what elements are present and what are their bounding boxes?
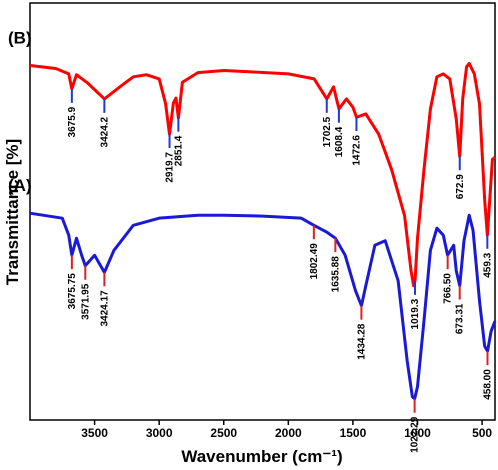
peak-label: 3675.9	[67, 106, 78, 137]
peak-label: 1472.6	[351, 135, 362, 166]
plot-frame	[29, 2, 496, 421]
panel-label: (B)	[8, 29, 32, 48]
y-axis-title: Transmittance [%]	[3, 139, 22, 285]
peak-label: 3424.2	[99, 116, 110, 147]
peak-label: 1019.3	[410, 298, 421, 329]
peak-label: 458.00	[483, 369, 494, 400]
peak-label: 1635.88	[330, 256, 341, 293]
peak-label: 766.50	[443, 273, 454, 304]
peak-label: 3424.17	[99, 290, 110, 327]
x-tick-label: 500	[472, 426, 492, 440]
panel-label: (A)	[8, 176, 32, 195]
peak-label: 1022.29	[410, 416, 421, 453]
peak-label: 673.31	[455, 303, 466, 334]
peak-label: 1802.49	[309, 243, 320, 280]
peak-label: 3571.95	[80, 283, 91, 320]
peak-label: 2919.7	[165, 152, 176, 183]
peak-label: 3675.75	[67, 273, 78, 310]
peak-label: 459.3	[482, 252, 493, 277]
peak-label: 1702.5	[322, 116, 333, 147]
x-tick-label: 1500	[340, 426, 367, 440]
peak-label: 1608.4	[334, 126, 345, 157]
peak-label: 672.9	[455, 174, 466, 199]
spectrum-line	[29, 61, 496, 288]
peak-label: 2851.4	[173, 135, 184, 166]
x-tick-label: 1000	[404, 426, 431, 440]
x-axis-title: Wavenumber (cm⁻¹)	[181, 447, 342, 466]
x-tick-label: 2500	[210, 426, 237, 440]
x-tick-label: 2000	[275, 426, 302, 440]
peak-label: 1434.28	[356, 323, 367, 360]
x-tick-label: 3000	[146, 426, 173, 440]
spectrum-line	[29, 211, 497, 401]
x-tick-label: 3500	[81, 426, 108, 440]
